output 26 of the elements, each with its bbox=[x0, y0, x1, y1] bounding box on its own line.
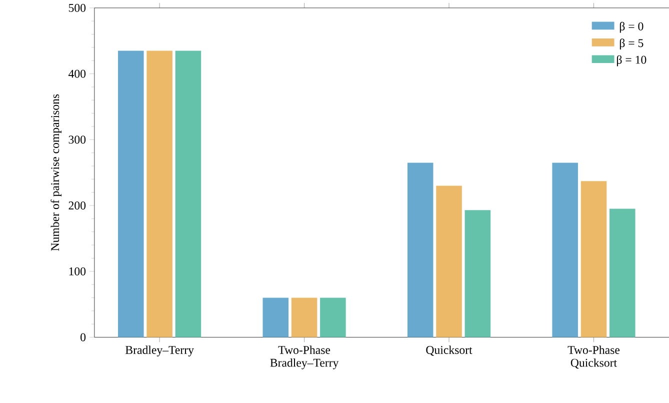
x-tick-label: Quicksort bbox=[426, 346, 472, 356]
y-tick-label: 300 bbox=[68, 136, 86, 144]
y-tick-label: 400 bbox=[68, 70, 86, 78]
x-tick-label: Two-Phase Quicksort bbox=[568, 346, 620, 369]
bar bbox=[175, 50, 202, 338]
bar bbox=[610, 209, 636, 338]
bar bbox=[291, 298, 318, 338]
bar bbox=[464, 210, 491, 338]
y-tick-label: 500 bbox=[68, 4, 86, 12]
bar bbox=[320, 298, 346, 338]
legend-label: β = 0 bbox=[620, 22, 644, 34]
y-axis-title: Number of pairwise comparisons bbox=[50, 94, 62, 252]
bar bbox=[580, 181, 607, 338]
y-tick-label: 200 bbox=[68, 202, 86, 210]
bar bbox=[262, 298, 289, 338]
bar bbox=[407, 162, 434, 338]
bar bbox=[118, 50, 144, 338]
bar bbox=[146, 50, 172, 338]
x-tick-label: Bradley–Terry bbox=[126, 346, 194, 357]
legend-label: β = 10 bbox=[616, 56, 646, 66]
y-tick-label: 0 bbox=[80, 333, 86, 342]
bar bbox=[436, 186, 462, 338]
legend-label: β = 5 bbox=[620, 38, 644, 50]
y-tick-label: 100 bbox=[69, 268, 86, 276]
x-tick-label: Two-Phase Bradley–Terry bbox=[270, 346, 339, 370]
bar bbox=[552, 162, 578, 338]
